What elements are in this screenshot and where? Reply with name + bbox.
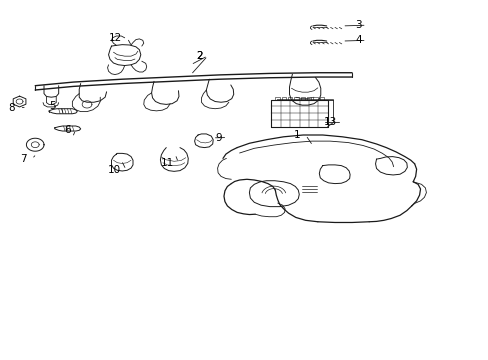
Text: 4: 4 [354,35,361,45]
Text: 8: 8 [8,103,15,113]
Text: 10: 10 [108,165,121,175]
Text: 12: 12 [109,33,122,43]
Text: 3: 3 [354,20,361,30]
Text: 2: 2 [196,51,203,61]
Text: 2: 2 [196,51,203,61]
Text: 7: 7 [20,154,27,164]
Text: 1: 1 [293,130,300,140]
Text: 13: 13 [324,117,337,127]
Text: 11: 11 [160,158,173,168]
Text: 9: 9 [215,132,222,143]
Text: 5: 5 [49,101,56,111]
Text: 6: 6 [64,125,71,135]
